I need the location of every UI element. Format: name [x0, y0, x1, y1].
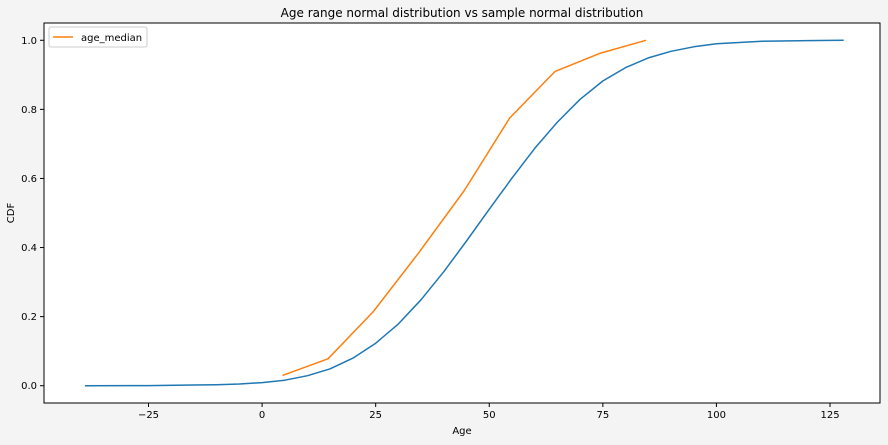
y-tick-label: 1.0	[21, 36, 37, 47]
y-tick-label: 0.0	[21, 381, 37, 392]
y-tick-label: 0.4	[21, 243, 37, 254]
x-tick-label: 100	[707, 410, 726, 421]
legend: age_median	[48, 26, 148, 48]
y-axis-label: CDF	[6, 203, 17, 224]
legend-label-age-median: age_median	[81, 33, 142, 44]
x-tick-label: 75	[596, 410, 609, 421]
legend-box	[48, 26, 148, 48]
y-axis-ticks: 0.0 0.2 0.4 0.6 0.8 1.0	[21, 36, 44, 392]
plot-area	[43, 22, 881, 404]
x-tick-label: 25	[369, 410, 382, 421]
y-tick-label: 0.6	[21, 174, 37, 185]
chart-title: Age range normal distribution vs sample …	[281, 6, 644, 20]
series-line-sample	[282, 39, 647, 377]
x-tick-label: −25	[138, 410, 159, 421]
series-line-normal	[84, 39, 844, 387]
x-tick-label: 50	[483, 410, 496, 421]
y-tick-label: 0.2	[21, 312, 37, 323]
y-tick-label: 0.8	[21, 105, 37, 116]
x-tick-label: 125	[820, 410, 839, 421]
series-layer	[84, 39, 844, 387]
x-axis-label: Age	[452, 426, 471, 437]
x-axis-ticks: −25 0 25 50 75 100 125	[138, 403, 840, 421]
x-tick-label: 0	[259, 410, 265, 421]
